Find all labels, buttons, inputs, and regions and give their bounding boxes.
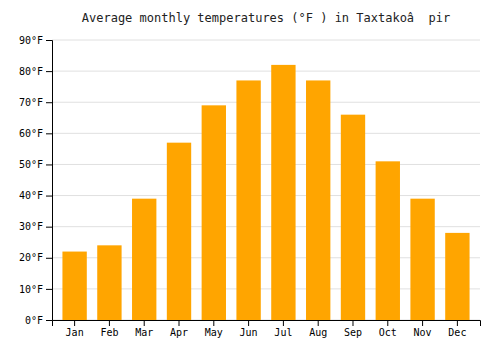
- grid-line: [52, 133, 480, 134]
- tick-label: Sep: [344, 327, 362, 338]
- tick-mark: [46, 133, 52, 134]
- tick: 80°F: [19, 66, 52, 77]
- bar: [97, 245, 121, 320]
- bar: [236, 80, 260, 320]
- tick-label: 0°F: [25, 315, 43, 326]
- plot: 0°F 10°F 20°F 30°F 40°F 50°F 60°F 70°F 80°F 90°F J…: [19, 35, 481, 338]
- tick: 0°F: [25, 315, 52, 326]
- tick: Oct: [379, 320, 397, 338]
- bar: [341, 115, 365, 320]
- bar: [62, 252, 86, 320]
- tick-label: May: [205, 327, 223, 338]
- grid-line: [52, 195, 480, 196]
- grid-line: [52, 102, 480, 103]
- tick: 10°F: [19, 284, 52, 295]
- tick: Nov: [414, 320, 432, 338]
- tick-mark: [283, 320, 284, 326]
- tick-mark: [318, 320, 319, 326]
- tick-mark: [46, 164, 52, 165]
- bar: [167, 143, 191, 320]
- tick: 20°F: [19, 252, 52, 263]
- axis-line: [46, 41, 53, 321]
- tick-mark: [46, 40, 52, 41]
- tick: Apr: [170, 320, 188, 338]
- tick: 30°F: [19, 221, 52, 232]
- tick-label: 40°F: [19, 190, 43, 201]
- y-axis: 0°F 10°F 20°F 30°F 40°F 50°F 60°F 70°F 80°F 90°F: [19, 35, 53, 326]
- tick-label: 70°F: [19, 97, 43, 108]
- tick-mark: [248, 320, 249, 326]
- tick-mark: [144, 320, 145, 326]
- tick-label: Oct: [379, 327, 397, 338]
- tick: 90°F: [19, 35, 52, 46]
- tick-mark: [352, 320, 353, 326]
- tick-mark: [46, 196, 52, 197]
- grid: [52, 40, 480, 320]
- tick-label: 20°F: [19, 252, 43, 263]
- tick-mark: [109, 320, 110, 326]
- tick: Dec: [448, 320, 466, 338]
- tick: Mar: [135, 320, 153, 338]
- tick: Jan: [66, 320, 84, 338]
- bar: [202, 105, 226, 320]
- tick-label: 90°F: [19, 35, 43, 46]
- grid-line: [52, 71, 480, 72]
- tick: 40°F: [19, 190, 52, 201]
- tick: 70°F: [19, 97, 52, 108]
- bar: [376, 161, 400, 320]
- bar: [306, 80, 330, 320]
- chart: 0°F 10°F 20°F 30°F 40°F 50°F 60°F 70°F 80°F 90°F J…: [0, 0, 500, 350]
- tick-label: Feb: [100, 327, 118, 338]
- tick: Feb: [100, 320, 118, 338]
- tick: Aug: [309, 320, 327, 338]
- tick-mark: [46, 71, 52, 72]
- tick-mark: [179, 320, 180, 326]
- tick: Jun: [240, 320, 258, 338]
- x-axis: Jan Feb Mar Apr May Jun Jul Aug Sep Oct Nov Dec: [53, 320, 481, 338]
- bar: [132, 199, 156, 320]
- title: Average monthly temperatures (°F ) in Ta…: [82, 11, 450, 25]
- tick-label: Jun: [240, 327, 258, 338]
- tick-mark: [46, 320, 52, 321]
- tick: 60°F: [19, 128, 52, 139]
- tick-mark: [74, 320, 75, 326]
- tick-mark: [422, 320, 423, 326]
- tick-mark: [46, 289, 52, 290]
- tick: May: [205, 320, 223, 338]
- bar: [271, 65, 295, 320]
- tick-label: Jan: [66, 327, 84, 338]
- tick-mark: [213, 320, 214, 326]
- tick: Sep: [344, 320, 362, 338]
- tick-label: Apr: [170, 327, 188, 338]
- bar: [445, 233, 469, 320]
- tick-mark: [387, 320, 388, 326]
- tick-label: 10°F: [19, 284, 43, 295]
- tick-label: 50°F: [19, 159, 43, 170]
- tick-label: Aug: [309, 327, 327, 338]
- bar: [410, 199, 434, 320]
- tick-label: 60°F: [19, 128, 43, 139]
- tick: 50°F: [19, 159, 52, 170]
- tick-label: 30°F: [19, 221, 43, 232]
- tick: Jul: [274, 320, 292, 338]
- bars: [62, 65, 469, 320]
- tick-label: Dec: [448, 327, 466, 338]
- axis-line: [53, 321, 481, 327]
- tick-mark: [46, 258, 52, 259]
- tick-label: 80°F: [19, 66, 43, 77]
- tick-label: Mar: [135, 327, 153, 338]
- tick-mark: [46, 227, 52, 228]
- tick-mark: [46, 102, 52, 103]
- tick-label: Nov: [414, 327, 432, 338]
- tick-label: Jul: [274, 327, 292, 338]
- grid-line: [52, 40, 480, 41]
- tick-mark: [457, 320, 458, 326]
- grid-line: [52, 164, 480, 165]
